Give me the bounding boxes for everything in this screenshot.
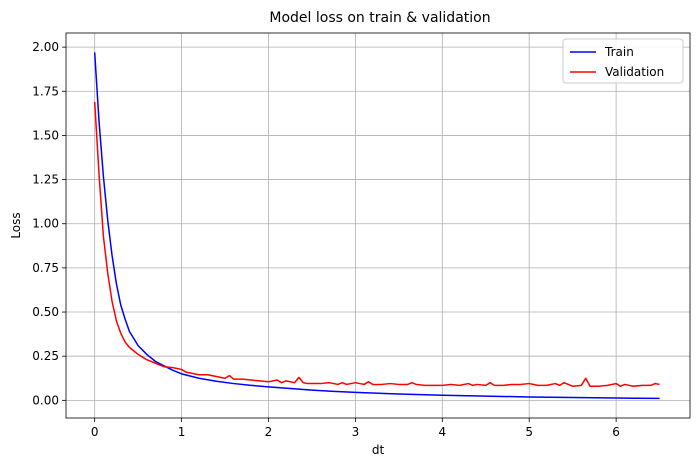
x-tick-label: 1 (178, 425, 186, 439)
chart-title: Model loss on train & validation (269, 10, 490, 26)
series-layer (93, 52, 660, 400)
y-tick-label: 1.25 (32, 173, 59, 187)
x-tick-label: 6 (612, 425, 620, 439)
legend-label-validation: Validation (605, 65, 664, 79)
y-tick-label: 0.75 (32, 261, 59, 275)
y-tick-label: 1.75 (32, 84, 59, 98)
legend-label-train: Train (604, 45, 634, 59)
x-tick-label: 5 (525, 425, 533, 439)
y-tick-label: 0.00 (32, 393, 59, 407)
plot-frame (65, 32, 691, 419)
x-tick-label: 2 (265, 425, 273, 439)
series-line-train (93, 52, 660, 400)
tick-layer: 0 1 2 3 4 5 6 0.00 0.25 0.50 0.75 1.00 1.25 1.50 1.75 2… (32, 40, 620, 439)
series-line-validation (93, 101, 660, 387)
legend: Train Validation (562, 38, 684, 84)
x-tick-label: 3 (352, 425, 360, 439)
y-tick-label: 0.50 (32, 305, 59, 319)
y-axis-title: Loss (9, 212, 23, 238)
y-tick-label: 1.50 (32, 128, 59, 142)
grid-layer (66, 33, 690, 418)
x-tick-label: 0 (91, 425, 99, 439)
x-axis-title: dt (372, 443, 385, 457)
y-tick-label: 0.25 (32, 349, 59, 363)
y-tick-label: 2.00 (32, 40, 59, 54)
x-tick-label: 4 (438, 425, 446, 439)
y-tick-label: 1.00 (32, 217, 59, 231)
